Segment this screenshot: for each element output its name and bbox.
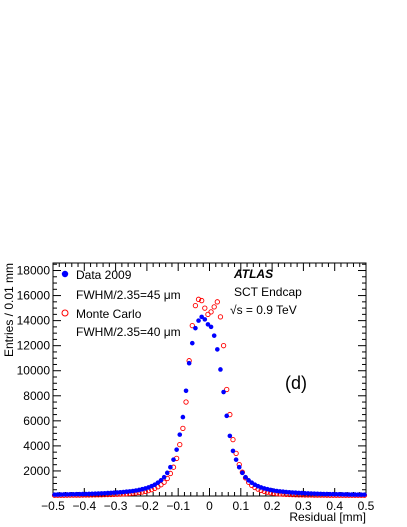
legend: Data 2009 FWHM/2.35=45 μm Monte Carlo FW…	[61, 268, 181, 339]
y-tick-labels: 2000 4000 6000 8000 10000 12000 14000 16000 1800…	[17, 264, 51, 478]
x-tick-label: 0.5	[358, 499, 375, 513]
y-tick-label: 2000	[23, 464, 50, 478]
mc-point	[202, 305, 208, 311]
data-point	[193, 325, 198, 331]
y-tick-label: 12000	[17, 339, 51, 353]
mc-point	[211, 304, 217, 310]
data-point	[168, 464, 173, 470]
x-tick-label: 0.3	[295, 499, 312, 513]
x-tick-label: −0.5	[41, 499, 65, 513]
atlas-label: ATLAS	[233, 267, 273, 281]
data-point	[180, 414, 186, 420]
mc-point	[230, 436, 236, 443]
y-axis-label: Entries / 0.01 mm	[2, 263, 16, 357]
x-tick-label: −0.2	[135, 499, 159, 513]
data-point	[227, 433, 233, 439]
panel-label: (d)	[285, 373, 307, 393]
data-point	[243, 474, 248, 480]
legend-marker-data	[61, 270, 69, 278]
x-tick-label: −0.3	[104, 499, 128, 513]
mc-point	[208, 309, 214, 315]
y-tick-label: 14000	[17, 314, 51, 328]
series-data-2009	[52, 314, 367, 497]
data-point	[224, 413, 230, 419]
data-point	[215, 347, 220, 352]
data-point	[236, 464, 242, 470]
data-point	[205, 322, 211, 327]
mc-point	[214, 299, 220, 305]
mc-point	[220, 343, 227, 349]
energy-label: √s = 0.9 TeV	[230, 303, 297, 317]
mc-point	[177, 441, 183, 448]
data-point	[174, 447, 179, 452]
data-point	[171, 457, 176, 462]
mc-point	[195, 296, 202, 302]
legend-marker-mc	[61, 309, 69, 317]
data-point	[164, 470, 170, 476]
data-point	[362, 492, 367, 497]
data-point	[177, 432, 183, 437]
x-tick-label: 0.1	[232, 499, 249, 513]
data-point	[199, 314, 204, 320]
y-tick-label: 10000	[17, 364, 51, 378]
data-point	[189, 340, 195, 346]
mc-point	[183, 399, 189, 405]
data-point	[218, 367, 223, 372]
legend-label-mc: Monte Carlo	[76, 307, 142, 321]
legend-resolution-mc: FWHM/2.35=40 μm	[76, 325, 181, 339]
data-point	[221, 389, 226, 395]
y-tick-label: 18000	[17, 264, 51, 278]
data-point	[158, 478, 164, 483]
y-tick-label: 4000	[23, 439, 50, 453]
data-point	[155, 480, 161, 486]
mc-point	[189, 322, 195, 329]
data-point	[161, 474, 167, 480]
data-point	[211, 333, 217, 338]
data-point	[230, 448, 236, 454]
y-tick-label: 6000	[23, 414, 50, 428]
data-point	[196, 318, 201, 323]
mc-point	[233, 450, 239, 457]
mc-point	[199, 297, 205, 304]
x-tick-label: 0	[206, 499, 213, 513]
data-point	[240, 470, 245, 476]
data-point	[183, 388, 189, 394]
legend-resolution-data: FWHM/2.35=45 μm	[76, 288, 181, 302]
data-point	[208, 324, 214, 330]
data-point	[246, 478, 251, 483]
y-tick-label: 8000	[23, 389, 50, 403]
mc-point	[180, 425, 186, 432]
x-tick-label: −0.4	[72, 499, 96, 513]
x-axis-label: Residual [mm]	[289, 510, 366, 524]
x-tick-label: −0.1	[166, 499, 190, 513]
detector-label: SCT Endcap	[234, 285, 302, 299]
y-tick-label: 16000	[17, 289, 51, 303]
axis-ticks	[52, 263, 367, 496]
mc-point	[217, 314, 224, 320]
x-tick-labels: −0.5 −0.4 −0.3 −0.2 −0.1 0 0.1 0.2 0.3 0.4 0.5	[41, 499, 375, 513]
x-tick-label: 0.4	[326, 499, 343, 513]
legend-label-data: Data 2009	[76, 268, 132, 282]
mc-point	[205, 311, 211, 318]
x-tick-label: 0.2	[264, 499, 281, 513]
data-point	[233, 457, 239, 462]
mc-point	[192, 302, 199, 309]
data-point	[202, 317, 208, 322]
mc-point	[224, 386, 230, 393]
data-point	[186, 360, 192, 366]
